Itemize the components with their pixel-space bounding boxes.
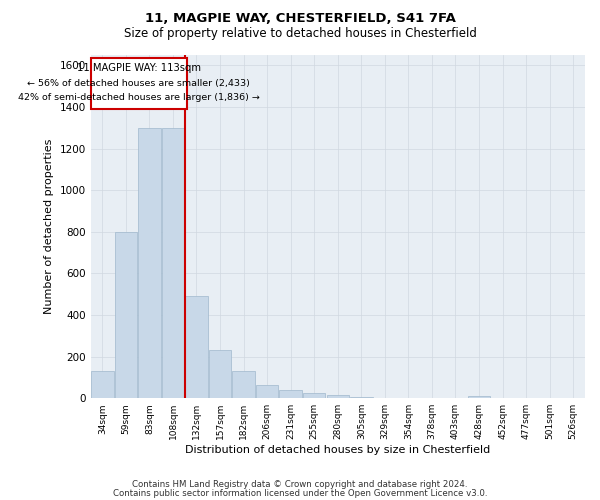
Bar: [256, 384, 278, 398]
Bar: [468, 396, 490, 398]
Text: Size of property relative to detached houses in Chesterfield: Size of property relative to detached ho…: [124, 28, 476, 40]
Bar: [232, 371, 255, 398]
Bar: [280, 390, 302, 398]
X-axis label: Distribution of detached houses by size in Chesterfield: Distribution of detached houses by size …: [185, 445, 490, 455]
Bar: [115, 232, 137, 398]
FancyBboxPatch shape: [91, 58, 187, 109]
Y-axis label: Number of detached properties: Number of detached properties: [44, 139, 54, 314]
Bar: [138, 128, 161, 398]
Bar: [209, 350, 231, 398]
Bar: [162, 128, 184, 398]
Bar: [350, 396, 373, 398]
Text: Contains public sector information licensed under the Open Government Licence v3: Contains public sector information licen…: [113, 488, 487, 498]
Bar: [91, 371, 113, 398]
Text: 11 MAGPIE WAY: 113sqm: 11 MAGPIE WAY: 113sqm: [77, 64, 201, 74]
Text: ← 56% of detached houses are smaller (2,433): ← 56% of detached houses are smaller (2,…: [28, 79, 250, 88]
Text: 11, MAGPIE WAY, CHESTERFIELD, S41 7FA: 11, MAGPIE WAY, CHESTERFIELD, S41 7FA: [145, 12, 455, 26]
Text: 42% of semi-detached houses are larger (1,836) →: 42% of semi-detached houses are larger (…: [18, 93, 260, 102]
Bar: [303, 393, 325, 398]
Bar: [185, 296, 208, 398]
Text: Contains HM Land Registry data © Crown copyright and database right 2024.: Contains HM Land Registry data © Crown c…: [132, 480, 468, 489]
Bar: [326, 395, 349, 398]
